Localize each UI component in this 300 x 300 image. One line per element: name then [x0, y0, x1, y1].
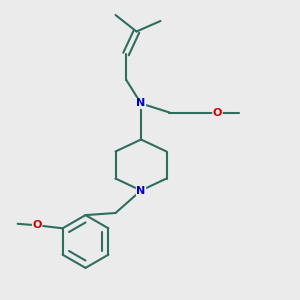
Text: N: N — [136, 98, 146, 109]
Text: N: N — [136, 185, 146, 196]
Text: O: O — [213, 107, 222, 118]
Text: O: O — [32, 220, 42, 230]
